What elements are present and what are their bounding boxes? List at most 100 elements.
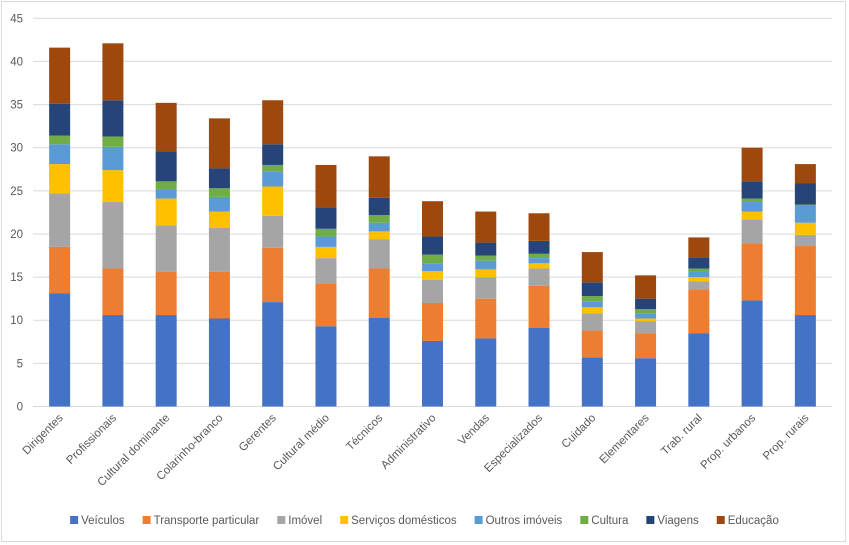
- bar-stack: [581, 252, 603, 407]
- bar-segment: [581, 282, 603, 297]
- bar-segment: [688, 281, 710, 290]
- bar-segment: [155, 315, 177, 407]
- bar-segment: [741, 243, 763, 301]
- bar-segment: [422, 340, 443, 407]
- bar-segment: [262, 100, 284, 145]
- bar-segment: [688, 268, 710, 272]
- bar-segment: [688, 333, 710, 407]
- legend-swatch: [580, 516, 589, 524]
- bar-segment: [155, 225, 177, 272]
- bar-segment: [155, 189, 177, 199]
- bar-segment: [688, 257, 710, 269]
- legend-swatch: [716, 516, 725, 524]
- bar-segment: [794, 204, 816, 206]
- bar-segment: [262, 186, 284, 216]
- bars: [49, 43, 816, 407]
- bar-stack: [635, 275, 657, 407]
- bar-segment: [368, 317, 390, 407]
- bar-segment: [102, 202, 124, 269]
- bar-segment: [794, 183, 816, 205]
- x-tick-label: Cultural médio: [271, 412, 332, 473]
- x-tick-label: Técnicos: [344, 412, 385, 453]
- bar-segment: [581, 330, 603, 358]
- bar-stack: [102, 43, 124, 407]
- bar-segment: [528, 268, 550, 286]
- bar-segment: [102, 170, 124, 203]
- legend-swatch: [474, 516, 483, 524]
- bar-segment: [528, 253, 550, 259]
- bar-segment: [262, 215, 284, 248]
- bar-segment: [49, 144, 71, 165]
- bar-segment: [102, 100, 124, 137]
- x-tick-label: Prop. urbanos: [699, 412, 759, 472]
- bar-segment: [315, 164, 337, 208]
- bar-segment: [581, 301, 603, 308]
- bar-segment: [208, 196, 230, 212]
- bar-segment: [262, 171, 284, 187]
- legend-label: Veículos: [81, 515, 125, 527]
- bar-segment: [49, 103, 71, 136]
- x-tick-label: Dirigentes: [21, 412, 66, 457]
- bar-segment: [794, 234, 816, 247]
- bar-segment: [422, 254, 443, 264]
- bar-stack: [688, 237, 710, 407]
- legend-label: Imóvel: [288, 515, 322, 527]
- y-axis-tick-labels: 0 5 10 15 20 25 30 35 40 45: [10, 13, 23, 413]
- legend-item: Outros imóveis: [474, 515, 563, 527]
- bar-segment: [741, 198, 763, 203]
- legend-item: Imóvel: [277, 515, 322, 527]
- bar-segment: [741, 211, 763, 220]
- bar-stack: [422, 201, 443, 407]
- bar-segment: [635, 333, 657, 359]
- bar-segment: [315, 284, 337, 327]
- legend-item: Veículos: [70, 515, 125, 527]
- bar-stack: [794, 164, 816, 407]
- bar-segment: [422, 302, 443, 341]
- legend-label: Educação: [728, 515, 779, 527]
- bar-segment: [49, 293, 71, 407]
- legend-swatch: [340, 516, 349, 524]
- bar-segment: [688, 271, 710, 278]
- bar-stack: [315, 164, 337, 407]
- bar-segment: [315, 228, 337, 237]
- bar-segment: [635, 321, 657, 334]
- bar-segment: [315, 258, 337, 285]
- bar-segment: [741, 219, 763, 244]
- bar-segment: [688, 289, 710, 334]
- bar-segment: [635, 358, 657, 407]
- bar-segment: [794, 315, 816, 407]
- y-tick-label: 35: [10, 100, 23, 112]
- bar-segment: [688, 237, 710, 258]
- bar-segment: [422, 236, 443, 255]
- x-tick-label: Gerentes: [237, 412, 279, 454]
- bar-segment: [422, 271, 443, 280]
- x-tick-label: Administrativo: [379, 412, 439, 472]
- legend-swatch: [277, 516, 286, 524]
- bar-segment: [528, 240, 550, 254]
- x-tick-label: Profissionais: [64, 412, 119, 467]
- bar-segment: [635, 309, 657, 314]
- y-tick-label: 25: [10, 186, 23, 198]
- bar-segment: [262, 164, 284, 172]
- bar-segment: [155, 102, 177, 152]
- bar-segment: [422, 263, 443, 272]
- bar-stack: [49, 47, 71, 407]
- bar-segment: [688, 277, 710, 282]
- bar-segment: [475, 269, 497, 278]
- bar-segment: [635, 313, 657, 319]
- bar-segment: [315, 246, 337, 259]
- legend-item: Serviços domésticos: [340, 515, 457, 527]
- legend-swatch: [142, 516, 151, 524]
- bar-segment: [475, 242, 497, 256]
- bar-segment: [581, 357, 603, 407]
- bar-segment: [102, 43, 124, 101]
- legend-item: Cultura: [580, 515, 629, 527]
- bar-segment: [368, 197, 390, 215]
- bar-segment: [155, 151, 177, 182]
- bar-segment: [475, 255, 497, 261]
- bar-segment: [262, 302, 284, 407]
- legend-item: Transporte particular: [142, 515, 259, 527]
- bar-segment: [635, 275, 657, 299]
